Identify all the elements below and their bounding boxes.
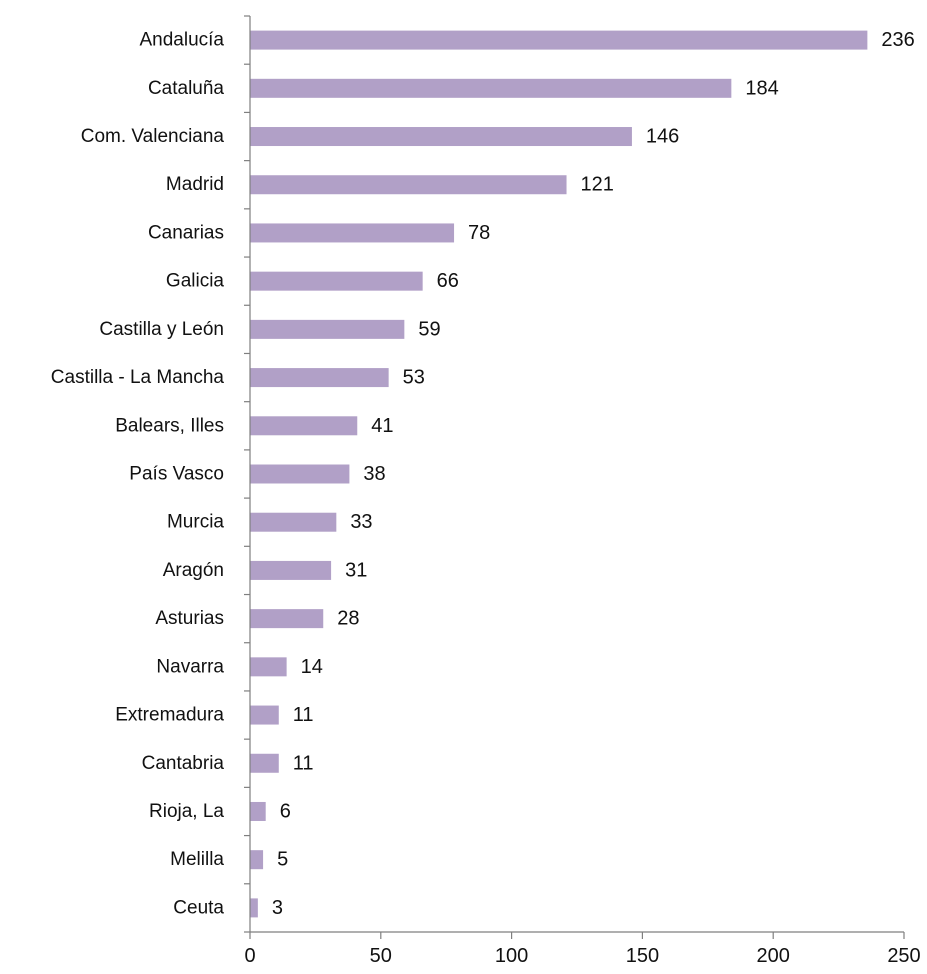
bars-group [250,30,868,918]
x-tick-label: 200 [757,945,790,967]
category-label: Castilla - La Mancha [51,367,225,388]
bar [250,898,258,918]
category-label: Cataluña [148,78,224,99]
bar [250,657,287,677]
category-label: Extremadura [115,705,224,726]
x-tick-label: 50 [370,945,392,967]
category-label: Balears, Illes [115,415,224,436]
data-label: 236 [881,29,914,51]
x-tick-label: 0 [244,945,255,967]
category-labels: Andalucía Cataluña Com. Valenciana Madrid Ca… [51,30,225,919]
data-label: 38 [363,463,385,485]
category-label: Com. Valenciana [81,126,225,147]
bar [250,609,324,629]
bar [250,223,455,243]
bar [250,464,350,484]
data-label: 146 [646,126,679,148]
x-tick-label: 250 [887,945,920,967]
category-label: Melilla [170,849,224,870]
data-label: 59 [418,318,440,340]
bar [250,512,337,532]
data-label: 66 [437,270,459,292]
category-label: Cantabria [142,753,225,774]
bar [250,78,732,98]
category-label: Andalucía [139,30,224,51]
bar [250,30,868,50]
axes-group [249,16,904,933]
bar [250,705,279,725]
bar [250,271,423,291]
bar [250,319,405,339]
bar [250,175,567,195]
bar [250,127,632,147]
data-label: 78 [468,222,490,244]
category-label: Rioja, La [149,801,224,822]
data-label: 14 [301,656,323,678]
category-label: Navarra [156,656,224,677]
data-label: 121 [581,174,614,196]
category-label: País Vasco [129,464,224,485]
x-axis-ticks: 0 50 100 150 200 250 [244,932,921,967]
category-label: Castilla y León [99,319,224,340]
bar [250,801,266,821]
category-label: Galicia [166,271,225,292]
data-label: 11 [293,704,314,726]
bar [250,416,358,436]
category-label: Murcia [167,512,224,533]
data-label: 31 [345,559,367,581]
data-label: 28 [337,608,359,630]
bar [250,850,264,870]
x-tick-label: 150 [626,945,659,967]
y-axis-ticks [244,15,250,933]
data-label: 5 [277,849,288,871]
category-label: Asturias [155,608,224,629]
category-label: Ceuta [173,897,224,918]
data-label: 184 [745,77,778,99]
category-label: Aragón [163,560,224,581]
data-label: 53 [403,367,425,389]
data-label: 11 [293,752,314,774]
data-label: 41 [371,415,393,437]
data-label: 3 [272,897,283,919]
category-label: Madrid [166,174,224,195]
x-tick-label: 100 [495,945,528,967]
bar [250,368,389,388]
category-label: Canarias [148,222,224,243]
bar [250,560,332,580]
data-label: 6 [280,800,291,822]
bar [250,753,279,773]
data-label: 33 [350,511,372,533]
